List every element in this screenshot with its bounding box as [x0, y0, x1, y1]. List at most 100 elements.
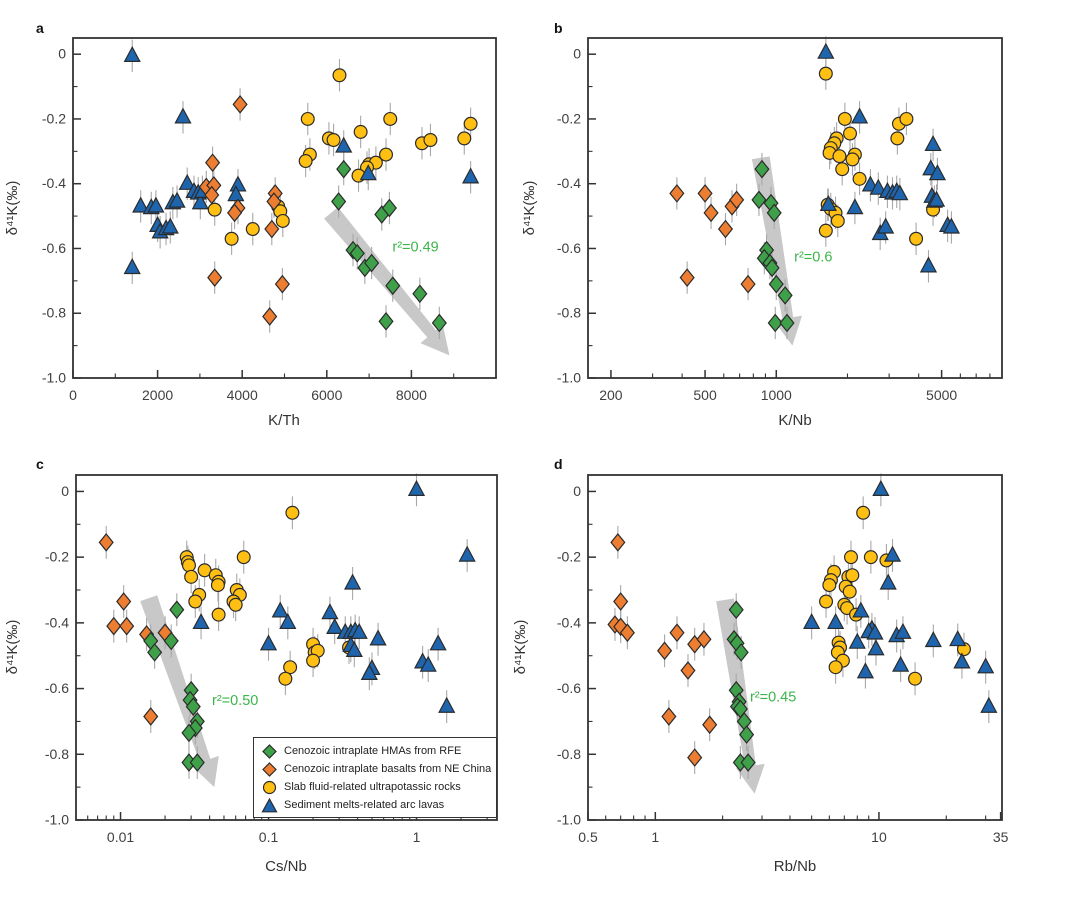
data-point-blue-triangle: [279, 612, 297, 630]
trend-arrow: [140, 595, 219, 788]
data-point-orange-diamond: [687, 748, 703, 767]
data-point-blue-triangle: [345, 640, 363, 657]
panel-b-x-axis-label: K/Nb: [778, 412, 811, 429]
data-point-blue-triangle: [321, 603, 339, 620]
data-point-orange-diamond: [264, 219, 280, 239]
markers: [98, 479, 476, 772]
data-point-orange-diamond: [697, 184, 713, 203]
data-point-yellow-circle: [211, 607, 226, 622]
legend: Cenozoic intraplate HMAs from RFE Cenozo…: [253, 737, 497, 818]
data-point-blue-triangle: [872, 479, 890, 496]
data-point-orange-diamond: [143, 707, 159, 726]
data-point-yellow-circle: [278, 671, 293, 686]
data-point-orange-diamond: [610, 533, 626, 552]
x-tick-label: 4000: [227, 387, 258, 403]
data-point-blue-triangle: [259, 634, 278, 651]
y-tick-label: 0: [573, 483, 581, 499]
data-point-yellow-circle: [353, 124, 368, 139]
data-point-green-diamond: [378, 311, 394, 331]
data-point-green-diamond: [349, 243, 365, 263]
data-point-orange-diamond: [613, 592, 629, 611]
blue-triangle-icon: [261, 797, 278, 812]
x-tick-label: 1000: [761, 387, 792, 403]
data-point-yellow-circle: [844, 550, 859, 565]
data-point-yellow-circle: [835, 162, 850, 177]
data-point-yellow-circle: [210, 578, 225, 593]
data-point-blue-triangle: [866, 623, 884, 640]
data-point-blue-triangle: [924, 134, 942, 152]
y-tick-label: -0.2: [42, 110, 66, 126]
data-point-blue-triangle: [227, 185, 245, 202]
markers: [123, 45, 480, 333]
data-point-orange-diamond: [106, 616, 122, 636]
data-point-green-diamond: [336, 159, 352, 179]
data-point-yellow-circle: [463, 116, 478, 131]
panel-c-r2-annotation: r²=0.50: [212, 693, 258, 709]
data-point-yellow-circle: [818, 66, 833, 81]
y-tick-label: 0: [573, 46, 581, 62]
data-point-green-diamond: [739, 725, 755, 744]
x-tick-label: 200: [599, 387, 623, 403]
data-point-yellow-circle: [283, 660, 298, 675]
data-point-blue-triangle: [869, 178, 887, 195]
data-point-green-diamond: [364, 253, 380, 273]
panel-b: 200 500 1000 5000 0 -0.2 -0.4 -0.6 -0.8 -1.0 b K/…: [521, 20, 1003, 429]
data-point-orange-diamond: [669, 623, 685, 643]
data-point-green-diamond: [766, 203, 782, 223]
panel-d-r2-annotation: r²=0.45: [750, 690, 796, 706]
x-tick-label: 0.5: [578, 829, 598, 845]
data-point-yellow-circle: [822, 578, 837, 593]
data-point-yellow-circle: [845, 568, 860, 583]
y-tick-label: -1.0: [42, 370, 66, 386]
panel-c-plot: 0.01 0.1 1 0 -0.2 -0.4 -0.6 -0.8 -1.0: [45, 473, 498, 845]
y-tick-label: -0.4: [42, 175, 66, 191]
data-point-green-diamond: [768, 274, 784, 294]
markers: [607, 479, 998, 772]
data-point-blue-triangle: [407, 479, 426, 496]
data-points: [607, 473, 998, 779]
x-tick-label: 500: [693, 387, 717, 403]
markers: [669, 42, 961, 333]
data-point-blue-triangle: [462, 167, 480, 184]
panel-c-letter: c: [36, 456, 44, 472]
data-point-blue-triangle: [335, 136, 353, 153]
data-point-blue-triangle: [891, 184, 909, 201]
data-point-blue-triangle: [848, 632, 866, 649]
data-point-yellow-circle: [184, 569, 199, 584]
y-tick-label: -0.4: [557, 175, 581, 191]
data-point-blue-triangle: [949, 630, 967, 647]
data-point-blue-triangle: [359, 164, 377, 181]
data-point-blue-triangle: [942, 217, 961, 234]
data-point-yellow-circle: [300, 111, 315, 126]
data-point-green-diamond: [751, 190, 767, 210]
y-tick-label: -0.4: [45, 614, 69, 630]
data-point-blue-triangle: [168, 191, 186, 208]
x-tick-label: 6000: [311, 387, 342, 403]
data-point-yellow-circle: [899, 111, 914, 126]
data-point-blue-triangle: [927, 190, 946, 207]
y-tick-label: -0.2: [557, 549, 581, 565]
data-point-orange-diamond: [696, 629, 712, 649]
x-tick-label: 5000: [926, 387, 957, 403]
data-point-orange-diamond: [680, 661, 696, 680]
x-tick-label: 1: [651, 829, 659, 845]
data-point-blue-triangle: [852, 601, 870, 618]
y-tick-label: -0.6: [557, 680, 581, 696]
data-point-green-diamond: [385, 276, 401, 296]
data-point-blue-triangle: [894, 622, 912, 639]
data-point-yellow-circle: [819, 594, 834, 609]
legend-item-arc-lavas: Sediment melts-related arc lavas: [261, 796, 496, 814]
data-point-yellow-circle: [228, 597, 243, 612]
data-point-blue-triangle: [161, 217, 179, 234]
data-point-blue-triangle: [343, 573, 362, 590]
data-point-blue-triangle: [803, 612, 821, 630]
data-point-green-diamond: [764, 258, 780, 278]
data-point-green-diamond: [181, 723, 197, 743]
panel-b-y-axis-label: δ⁴¹K(‰): [521, 181, 538, 236]
data-point-blue-triangle: [819, 194, 837, 211]
data-point-yellow-circle: [856, 505, 871, 520]
data-point-yellow-circle: [236, 550, 251, 565]
data-point-orange-diamond: [717, 219, 734, 239]
plot-frame: [72, 37, 497, 379]
data-point-yellow-circle: [326, 133, 341, 148]
